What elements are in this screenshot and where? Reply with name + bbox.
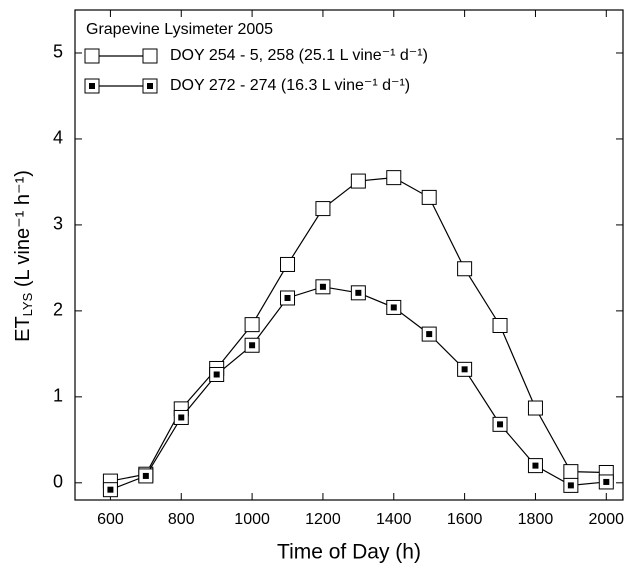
y-tick-label: 3 (53, 214, 63, 234)
legend-title: Grapevine Lysimeter 2005 (86, 21, 273, 38)
marker-dot (426, 331, 433, 338)
marker-dot (319, 283, 326, 290)
marker-dot (461, 366, 468, 373)
legend-label: DOY 272 - 274 (16.3 L vine⁻¹ d⁻¹) (170, 77, 410, 94)
y-tick-label: 2 (53, 300, 63, 320)
marker (527, 400, 543, 416)
y-tick-label: 5 (53, 42, 63, 62)
marker (350, 173, 366, 189)
y-axis-label: ETLYS (L vine⁻¹ h⁻¹) (12, 170, 35, 342)
y-label-sub: LYS (20, 292, 35, 316)
x-tick-label: 2000 (588, 511, 624, 528)
marker-dot (390, 304, 397, 311)
marker (421, 189, 437, 205)
marker-dot (178, 414, 185, 421)
x-tick-label: 1200 (305, 511, 341, 528)
x-axis-label: Time of Day (h) (277, 541, 421, 564)
y-tick-label: 1 (53, 386, 63, 406)
marker-dot (89, 83, 95, 89)
marker-dot (603, 478, 610, 485)
marker (457, 261, 473, 277)
y-label-main: ET (12, 316, 34, 342)
marker-dot (107, 486, 114, 493)
marker-dot (213, 371, 220, 378)
x-tick-label: 1000 (234, 511, 270, 528)
marker-dot (249, 342, 256, 349)
x-tick-label: 600 (97, 511, 124, 528)
y-tick-label: 4 (53, 128, 63, 148)
marker (280, 256, 296, 272)
legend-label: DOY 254 - 5, 258 (25.1 L vine⁻¹ d⁻¹) (170, 47, 428, 64)
marker-dot (284, 294, 291, 301)
marker-dot (567, 482, 574, 489)
x-tick-label: 1800 (518, 511, 554, 528)
marker (84, 48, 100, 64)
x-tick-label: 1600 (447, 511, 483, 528)
x-tick-label: 800 (168, 511, 195, 528)
marker-dot (142, 472, 149, 479)
marker-dot (147, 83, 153, 89)
x-tick-label: 1400 (376, 511, 412, 528)
y-label-rest: (L vine⁻¹ h⁻¹) (12, 170, 34, 293)
marker-dot (355, 289, 362, 296)
marker (315, 201, 331, 217)
marker-dot (532, 462, 539, 469)
y-tick-label: 0 (53, 472, 63, 492)
marker (142, 48, 158, 64)
marker (244, 317, 260, 333)
marker (563, 464, 579, 480)
plot-frame (74, 9, 624, 501)
marker (386, 170, 402, 186)
marker-dot (497, 421, 504, 428)
series-line (110, 177, 607, 482)
marker (492, 317, 508, 333)
